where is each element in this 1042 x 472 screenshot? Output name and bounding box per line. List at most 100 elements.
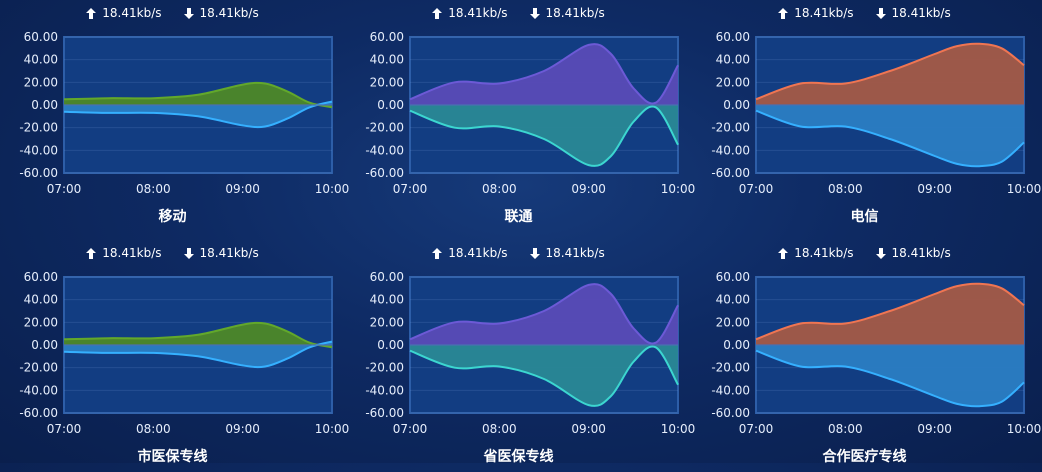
chart-panel-unicom: 18.41kb/s 18.41kb/s 60.00 40.00 20.00 0.00 -… xyxy=(346,0,695,232)
download-rate-text: 18.41kb/s xyxy=(545,246,605,260)
upload-rate: 18.41kb/s xyxy=(86,246,162,260)
download-rate-text: 18.41kb/s xyxy=(545,6,605,20)
rate-header: 18.41kb/s 18.41kb/s xyxy=(346,6,691,20)
series-area-upload xyxy=(756,283,1024,345)
x-tick-label: 09:00 xyxy=(225,182,260,196)
area-chart: 60.00 40.00 20.00 0.00 -20.00 -40.00 -60.00 07:… xyxy=(365,270,695,436)
chart-title: 市医保专线 xyxy=(137,449,208,465)
upload-rate: 18.41kb/s xyxy=(432,6,508,20)
download-rate-text: 18.41kb/s xyxy=(199,246,259,260)
series-line-upload xyxy=(755,42,1025,101)
y-tick-label: 60.00 xyxy=(716,270,750,284)
x-tick-label: 10:00 xyxy=(1007,422,1042,436)
download-rate: 18.41kb/s xyxy=(183,246,259,260)
download-rate: 18.41kb/s xyxy=(529,6,605,20)
x-tick-label: 09:00 xyxy=(917,182,952,196)
y-tick-label: 20.00 xyxy=(370,315,404,329)
y-tick-label: -20.00 xyxy=(711,121,750,135)
chart-title: 联通 xyxy=(504,209,533,225)
y-tick-label: -60.00 xyxy=(711,406,750,420)
arrow-up-icon xyxy=(86,247,97,259)
chart-panel-telecom: 18.41kb/s 18.41kb/s 60.00 40.00 20.00 0.00 -… xyxy=(692,0,1041,232)
y-tick-label: 20.00 xyxy=(24,75,58,89)
x-tick-label: 09:00 xyxy=(917,422,952,436)
y-tick-label: -20.00 xyxy=(19,361,58,375)
series-area-download xyxy=(410,345,678,406)
download-rate-text: 18.41kb/s xyxy=(199,6,259,20)
chart-title: 合作医疗专线 xyxy=(822,449,907,465)
y-tick-label: 0.00 xyxy=(723,338,750,352)
x-tick-label: 07:00 xyxy=(47,182,82,196)
x-tick-label: 07:00 xyxy=(47,422,82,436)
upload-rate-text: 18.41kb/s xyxy=(794,6,854,20)
upload-rate-text: 18.41kb/s xyxy=(448,6,508,20)
arrow-up-icon xyxy=(86,7,97,19)
series-area-download xyxy=(756,345,1024,407)
chart-panel-cooperative-medical: 18.41kb/s 18.41kb/s 60.00 40.00 20.00 0.00 -… xyxy=(692,240,1041,472)
chart-title: 电信 xyxy=(850,209,879,225)
rate-header: 18.41kb/s 18.41kb/s xyxy=(692,6,1037,20)
y-tick-label: 0.00 xyxy=(377,338,404,352)
y-tick-label: -60.00 xyxy=(19,166,58,180)
series-area-upload xyxy=(410,284,678,345)
series-line-download xyxy=(409,105,679,167)
chart-panel-city-insurance: 18.41kb/s 18.41kb/s 60.00 40.00 20.00 0.00 -… xyxy=(0,240,349,472)
upload-rate: 18.41kb/s xyxy=(778,246,854,260)
x-tick-label: 09:00 xyxy=(571,422,606,436)
series-area-download xyxy=(410,105,678,166)
upload-rate: 18.41kb/s xyxy=(86,6,162,20)
x-tick-label: 10:00 xyxy=(315,422,350,436)
x-tick-label: 08:00 xyxy=(828,422,863,436)
area-chart: 60.00 40.00 20.00 0.00 -20.00 -40.00 -60.00 07:… xyxy=(711,30,1041,196)
series-line-download xyxy=(63,340,333,369)
y-tick-label: -20.00 xyxy=(711,361,750,375)
y-tick-label: 60.00 xyxy=(24,30,58,44)
x-tick-label: 08:00 xyxy=(828,182,863,196)
y-tick-label: 20.00 xyxy=(716,75,750,89)
x-tick-label: 10:00 xyxy=(1007,182,1042,196)
y-tick-label: -60.00 xyxy=(19,406,58,420)
y-tick-label: 60.00 xyxy=(24,270,58,284)
download-rate: 18.41kb/s xyxy=(875,6,951,20)
series-area-download xyxy=(64,341,332,368)
x-tick-label: 08:00 xyxy=(136,422,171,436)
upload-rate-text: 18.41kb/s xyxy=(794,246,854,260)
rate-header: 18.41kb/s 18.41kb/s xyxy=(692,246,1037,260)
series-line-upload xyxy=(409,283,679,345)
x-tick-label: 08:00 xyxy=(482,182,517,196)
upload-rate-text: 18.41kb/s xyxy=(102,6,162,20)
arrow-down-icon xyxy=(183,247,194,259)
series-area-upload xyxy=(756,43,1024,105)
x-tick-label: 10:00 xyxy=(315,182,350,196)
series-area-upload xyxy=(410,44,678,105)
chart-title: 移动 xyxy=(158,209,187,225)
arrow-down-icon xyxy=(529,7,540,19)
upload-rate: 18.41kb/s xyxy=(778,6,854,20)
y-tick-label: 0.00 xyxy=(31,338,58,352)
y-tick-label: 20.00 xyxy=(716,315,750,329)
download-rate-text: 18.41kb/s xyxy=(891,6,951,20)
series-area-download xyxy=(756,105,1024,167)
y-tick-label: -20.00 xyxy=(365,121,404,135)
series-line-download xyxy=(63,100,333,129)
x-tick-label: 08:00 xyxy=(482,422,517,436)
y-tick-label: -40.00 xyxy=(19,143,58,157)
chart-panel-mobile: 18.41kb/s 18.41kb/s 60.00 40.00 20.00 0.00 -… xyxy=(0,0,349,232)
series-line-upload xyxy=(409,43,679,105)
series-line-upload xyxy=(63,81,333,109)
arrow-down-icon xyxy=(875,7,886,19)
rate-header: 18.41kb/s 18.41kb/s xyxy=(0,246,345,260)
x-tick-label: 07:00 xyxy=(393,422,428,436)
series-line-download xyxy=(409,345,679,407)
series-line-download xyxy=(755,109,1025,168)
series-line-upload xyxy=(755,282,1025,341)
rate-header: 18.41kb/s 18.41kb/s xyxy=(0,6,345,20)
area-chart: 60.00 40.00 20.00 0.00 -20.00 -40.00 -60.00 07:… xyxy=(19,270,349,436)
arrow-down-icon xyxy=(875,247,886,259)
y-tick-label: -40.00 xyxy=(711,143,750,157)
area-chart: 60.00 40.00 20.00 0.00 -20.00 -40.00 -60.00 07:… xyxy=(365,30,695,196)
y-tick-label: -40.00 xyxy=(711,383,750,397)
y-tick-label: -40.00 xyxy=(19,383,58,397)
y-tick-label: -60.00 xyxy=(365,166,404,180)
x-tick-label: 09:00 xyxy=(571,182,606,196)
